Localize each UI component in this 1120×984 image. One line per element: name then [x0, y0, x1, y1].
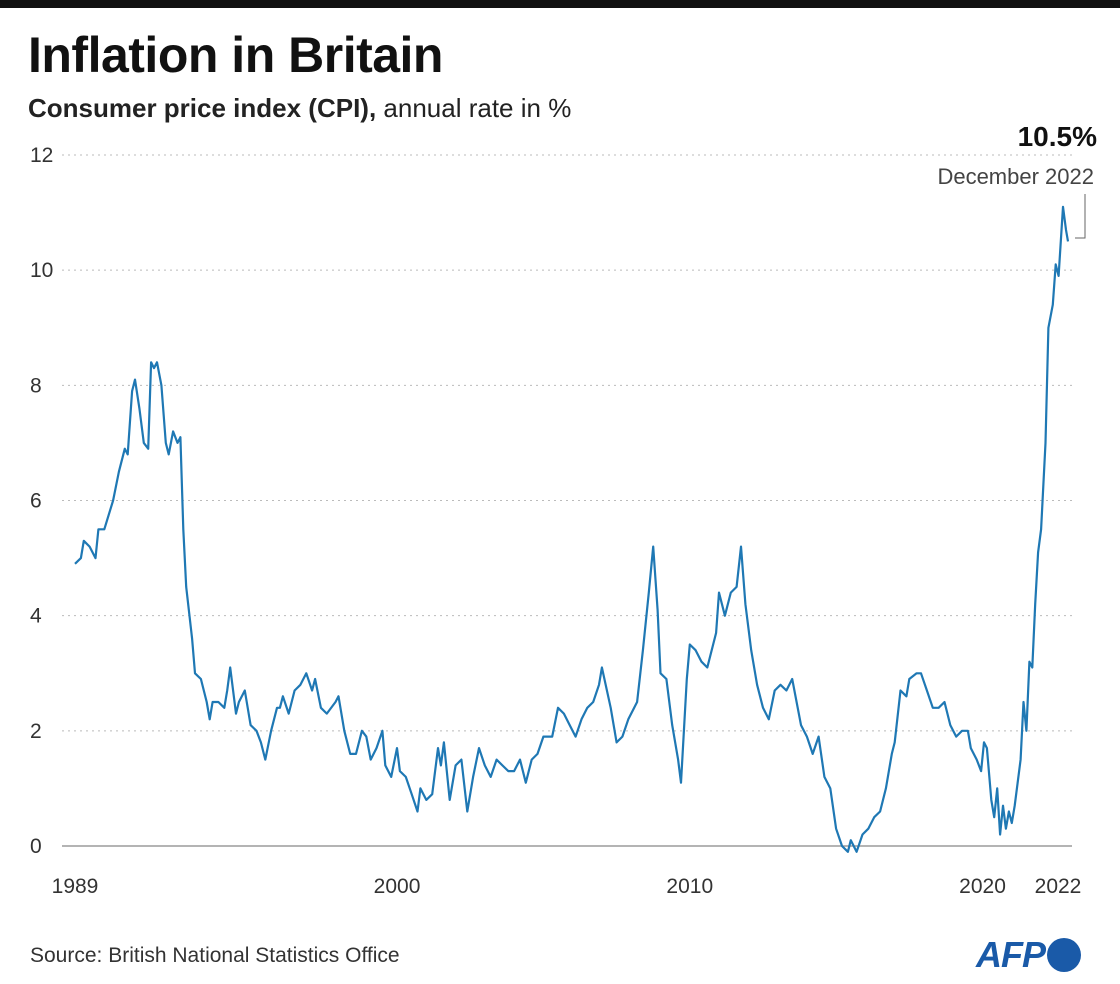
annotation-label: December 2022	[937, 164, 1094, 189]
chart-subtitle: Consumer price index (CPI), annual rate …	[28, 93, 571, 124]
afp-logo: AFP	[976, 934, 1081, 976]
annotation-value: 10.5%	[1018, 121, 1097, 152]
chart-title: Inflation in Britain	[28, 27, 443, 83]
y-tick-label: 2	[30, 720, 42, 743]
x-tick-label: 1989	[52, 875, 99, 898]
annotation-leader	[1075, 194, 1086, 239]
y-tick-label: 8	[30, 374, 42, 397]
subtitle-bold: Consumer price index (CPI),	[28, 93, 377, 123]
x-tick-label: 2020	[959, 875, 1006, 898]
x-tick-label: 2000	[374, 875, 421, 898]
y-tick-label: 12	[30, 144, 53, 167]
afp-logo-dot	[1047, 938, 1081, 972]
top-bar	[0, 0, 1120, 8]
y-tick-label: 10	[30, 259, 53, 282]
x-tick-label: 2022	[1035, 875, 1082, 898]
x-tick-label: 2010	[666, 875, 713, 898]
source-note: Source: British National Statistics Offi…	[30, 944, 400, 967]
y-tick-label: 4	[30, 605, 42, 628]
y-tick-label: 6	[30, 490, 42, 513]
series-line	[74, 205, 1070, 853]
subtitle-rest: annual rate in %	[376, 93, 572, 123]
y-tick-label: 0	[30, 835, 42, 858]
afp-logo-text: AFP	[976, 934, 1046, 975]
